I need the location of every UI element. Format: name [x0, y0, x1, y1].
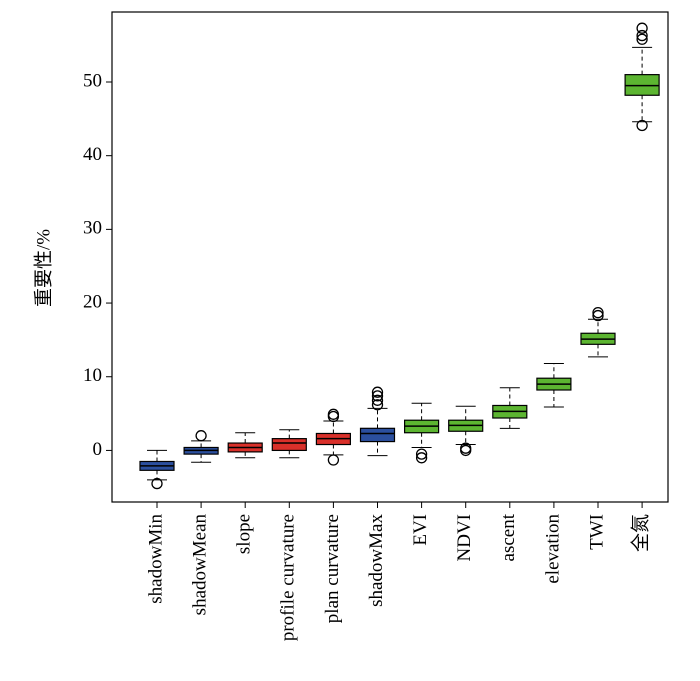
outlier: [151, 477, 163, 490]
y-tick-label: 40: [83, 144, 102, 165]
outlier: [327, 454, 340, 466]
x-tick-label: ascent: [498, 513, 519, 561]
y-tick-label: 30: [83, 218, 102, 239]
outlier: [460, 444, 472, 457]
outlier: [636, 29, 648, 42]
y-axis-label: 重要性/%: [32, 229, 54, 307]
outlier: [371, 394, 384, 406]
outlier: [636, 119, 648, 132]
outlier: [592, 309, 604, 322]
x-tick-label: shadowMean: [189, 514, 210, 616]
x-tick-label: TWI: [586, 514, 607, 550]
outlier: [415, 452, 428, 464]
outlier: [371, 386, 384, 398]
outlier: [371, 399, 384, 411]
x-tick-label: EVI: [410, 514, 431, 546]
plot-frame: [111, 11, 669, 503]
x-tick-label: shadowMax: [366, 514, 387, 607]
x-tick-label: 全氮: [629, 514, 651, 552]
x-tick-label: plan curvature: [322, 514, 343, 623]
outlier: [327, 410, 340, 423]
x-tick-label: NDVI: [454, 514, 475, 562]
box: [271, 438, 307, 452]
outlier: [636, 22, 648, 34]
outlier: [592, 306, 604, 319]
y-tick-label: 20: [83, 291, 102, 312]
x-tick-label: shadowMin: [145, 514, 166, 604]
outlier: [636, 33, 648, 45]
outlier: [195, 430, 207, 442]
x-tick-label: elevation: [542, 514, 563, 584]
y-tick-label: 50: [83, 70, 102, 91]
x-tick-label: profile curvature: [278, 514, 299, 641]
outlier: [371, 390, 384, 402]
y-tick-label: 10: [83, 365, 102, 386]
outlier: [415, 448, 428, 460]
outlier: [327, 408, 340, 420]
box: [359, 427, 396, 443]
x-tick-label: slope: [234, 514, 255, 554]
y-tick-label: 0: [93, 439, 103, 460]
